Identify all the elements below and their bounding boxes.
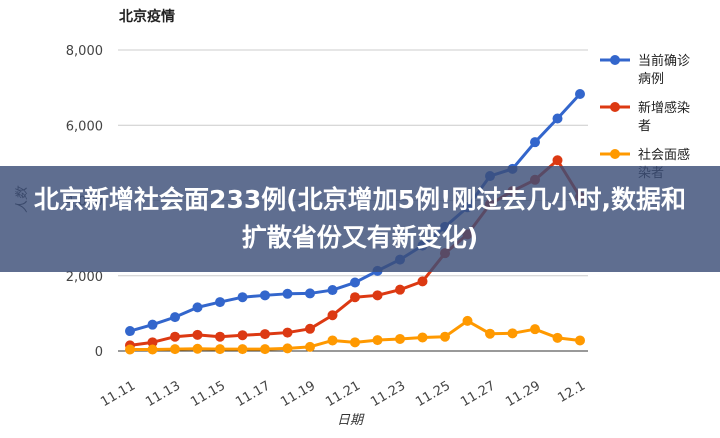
data-point: [192, 302, 203, 313]
data-point: [125, 344, 135, 355]
data-point: [575, 89, 585, 100]
data-point: [327, 285, 338, 296]
data-point: [552, 332, 563, 343]
data-point: [192, 329, 203, 340]
y-tick-label: 8,000: [66, 44, 103, 59]
data-point: [575, 335, 585, 346]
data-point: [170, 331, 180, 342]
data-point: [260, 344, 270, 355]
legend: 当前确诊病例新增感染者社会面感染者: [600, 53, 690, 181]
headline-text: 北京新增社会面233例(北京增加5例!刚过去几小时,数据和扩散省份又有新变化): [34, 185, 686, 252]
data-point: [237, 344, 248, 355]
data-point: [305, 323, 315, 334]
y-tick-label: 2,000: [66, 270, 103, 285]
data-point: [147, 337, 158, 348]
legend-marker: [610, 55, 620, 65]
headline-banner: 北京新增社会面233例(北京增加5例!刚过去几小时,数据和扩散省份又有新变化): [0, 166, 720, 272]
x-tick-label: 11.19: [278, 378, 318, 410]
legend-marker: [610, 102, 620, 112]
data-point: [372, 335, 383, 346]
x-tick-label: 11.23: [368, 378, 408, 410]
data-point: [237, 330, 248, 341]
data-point: [552, 155, 563, 166]
data-point: [215, 331, 225, 342]
data-point: [305, 341, 315, 352]
x-tick-label: 11.15: [188, 378, 228, 410]
data-point: [147, 344, 158, 355]
data-point: [350, 277, 360, 288]
data-point: [192, 343, 203, 354]
data-point: [395, 333, 405, 344]
data-point: [530, 137, 540, 148]
data-point: [215, 297, 225, 308]
x-axis-label: 日期: [337, 413, 365, 428]
data-point: [507, 328, 518, 339]
legend-marker: [610, 149, 620, 159]
y-tick-label: 6,000: [66, 119, 103, 134]
chart-title: 北京疫情: [119, 8, 175, 25]
data-point: [417, 276, 428, 287]
data-point: [282, 327, 293, 338]
data-point: [552, 113, 563, 124]
data-point: [327, 335, 338, 346]
data-point: [327, 310, 338, 321]
x-tick-label: 11.21: [323, 378, 363, 410]
x-tick-label: 11.11: [98, 378, 138, 410]
x-tick-label: 11.17: [233, 378, 273, 410]
y-tick-label: 0: [95, 345, 103, 360]
x-tick-label: 11.13: [143, 378, 183, 410]
data-point: [260, 329, 270, 340]
x-axis-ticks: 11.11 11.13 11.15 11.17 11.19 11.21 11.23 11.25…: [98, 378, 588, 410]
data-point: [417, 332, 428, 343]
data-point: [260, 290, 270, 301]
x-tick-label: 11.29: [503, 378, 543, 410]
data-point: [237, 292, 248, 303]
data-point: [485, 328, 495, 339]
data-point: [350, 337, 360, 348]
series-2: [125, 315, 585, 355]
x-tick-label: 11.27: [458, 378, 498, 410]
data-point: [305, 288, 315, 299]
data-point: [530, 324, 540, 335]
data-point: [462, 315, 473, 326]
data-point: [395, 284, 405, 295]
data-point: [372, 290, 383, 301]
data-point: [125, 326, 135, 337]
data-point: [147, 319, 158, 330]
data-point: [440, 331, 450, 342]
data-point: [215, 344, 225, 355]
legend-label: 当前确诊病例: [638, 53, 690, 87]
data-point: [170, 344, 180, 355]
data-point: [282, 343, 293, 354]
legend-label: 新增感染者: [638, 100, 690, 134]
x-tick-label: 12.1: [555, 378, 588, 405]
x-tick-label: 11.25: [413, 378, 453, 410]
data-point: [350, 292, 360, 303]
data-point: [170, 312, 180, 323]
data-point: [282, 288, 293, 299]
